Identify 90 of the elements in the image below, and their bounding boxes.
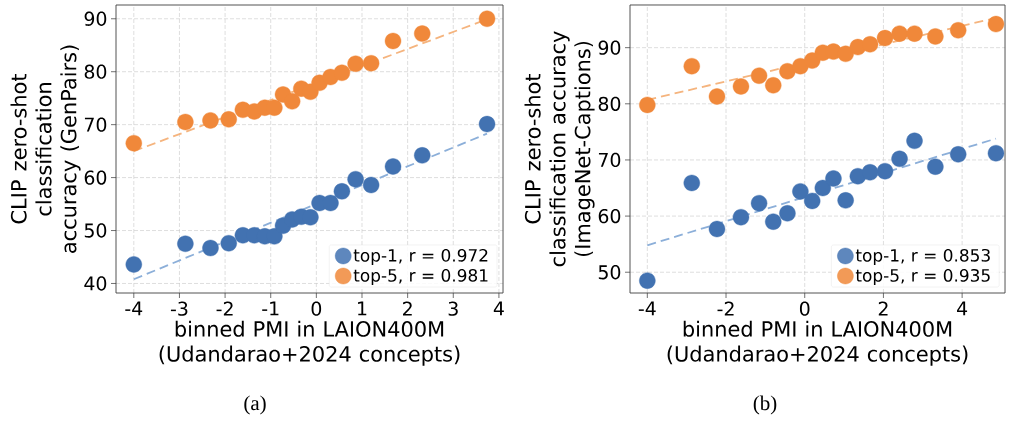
legend-label: top-1, r = 0.853 <box>855 248 990 266</box>
point <box>220 235 237 252</box>
point <box>861 164 879 181</box>
point <box>478 10 496 27</box>
x-tick-label: 2 <box>878 301 888 316</box>
y-axis-title: CLIP zero-shot classification accuracy (GenPairs) <box>10 45 81 253</box>
y-tick-label: 90 <box>84 11 107 26</box>
y-tick-label: 70 <box>598 152 621 168</box>
y-tick-label: 80 <box>84 64 107 79</box>
text: (a) <box>244 395 266 415</box>
x-tick-label: -1 <box>262 301 279 316</box>
point <box>792 57 809 75</box>
point <box>837 45 854 63</box>
point <box>814 179 832 197</box>
point <box>347 55 364 72</box>
x-tick-label: -4 <box>638 301 656 316</box>
point <box>876 162 894 180</box>
point <box>765 77 782 94</box>
point <box>683 174 700 192</box>
point <box>283 93 301 110</box>
point <box>779 205 796 222</box>
point <box>779 63 796 80</box>
legend-label: top-5, r = 0.935 <box>855 268 990 286</box>
legend-label: top-5, r = 0.981 <box>353 268 488 286</box>
y-tick-label: 50 <box>598 265 621 280</box>
point <box>732 78 750 95</box>
x-tick-label: 2 <box>403 301 412 316</box>
point <box>177 113 194 131</box>
point <box>876 29 894 47</box>
y-tick-label: 40 <box>84 276 107 291</box>
point <box>861 36 879 53</box>
point <box>333 183 351 200</box>
point <box>906 132 923 150</box>
point <box>927 158 944 175</box>
point <box>220 111 237 128</box>
x-tick-label: -2 <box>717 301 734 316</box>
point <box>804 52 821 69</box>
x-tick-label: 3 <box>448 301 458 316</box>
point <box>792 183 809 200</box>
point <box>202 112 219 129</box>
point <box>202 239 219 257</box>
point <box>949 22 967 39</box>
point <box>639 272 656 289</box>
x-axis-title: binned PMI in LAION400M (Udandarao+2024 concepts) <box>159 320 460 366</box>
point <box>362 176 380 194</box>
point <box>765 213 782 230</box>
point <box>414 147 431 164</box>
point <box>683 57 700 75</box>
point <box>750 194 768 212</box>
point <box>414 25 431 42</box>
point <box>125 134 143 152</box>
point <box>177 235 194 252</box>
point <box>891 150 908 168</box>
y-tick-label: 50 <box>84 223 107 238</box>
x-tick-label: 4 <box>493 301 504 316</box>
y-tick-label: 60 <box>598 208 621 224</box>
point <box>949 146 967 163</box>
point <box>708 88 726 105</box>
point <box>639 96 656 114</box>
x-tick-label: -4 <box>125 301 143 316</box>
point <box>384 158 402 175</box>
x-tick-label: 0 <box>311 301 322 316</box>
point <box>384 32 402 50</box>
point <box>347 170 364 188</box>
point <box>927 28 944 45</box>
point <box>732 209 750 226</box>
point <box>891 25 908 42</box>
point <box>804 192 821 210</box>
y-tick-label: 90 <box>598 40 621 55</box>
point <box>708 220 726 238</box>
point <box>362 55 380 72</box>
point <box>750 67 768 84</box>
legend-label: top-1, r = 0.972 <box>353 248 488 266</box>
y-tick-label: 60 <box>84 170 107 185</box>
text: (b) <box>753 395 777 415</box>
x-axis-title: binned PMI in LAION400M (Udandarao+2024 concepts) <box>667 320 968 366</box>
x-tick-label: 1 <box>358 301 367 316</box>
point <box>333 64 351 81</box>
y-tick-label: 70 <box>84 117 107 132</box>
point <box>478 115 496 133</box>
x-tick-label: 4 <box>957 301 968 316</box>
x-tick-label: -3 <box>170 301 188 316</box>
point <box>125 256 143 273</box>
point <box>906 25 923 42</box>
x-tick-label: -2 <box>216 301 233 316</box>
point <box>837 192 854 209</box>
y-tick-label: 80 <box>598 96 621 111</box>
y-axis-title: CLIP zero-shot classification accuracy (ImageNet-Captions) <box>524 31 595 267</box>
point <box>825 170 842 187</box>
x-tick-label: 0 <box>799 301 810 316</box>
